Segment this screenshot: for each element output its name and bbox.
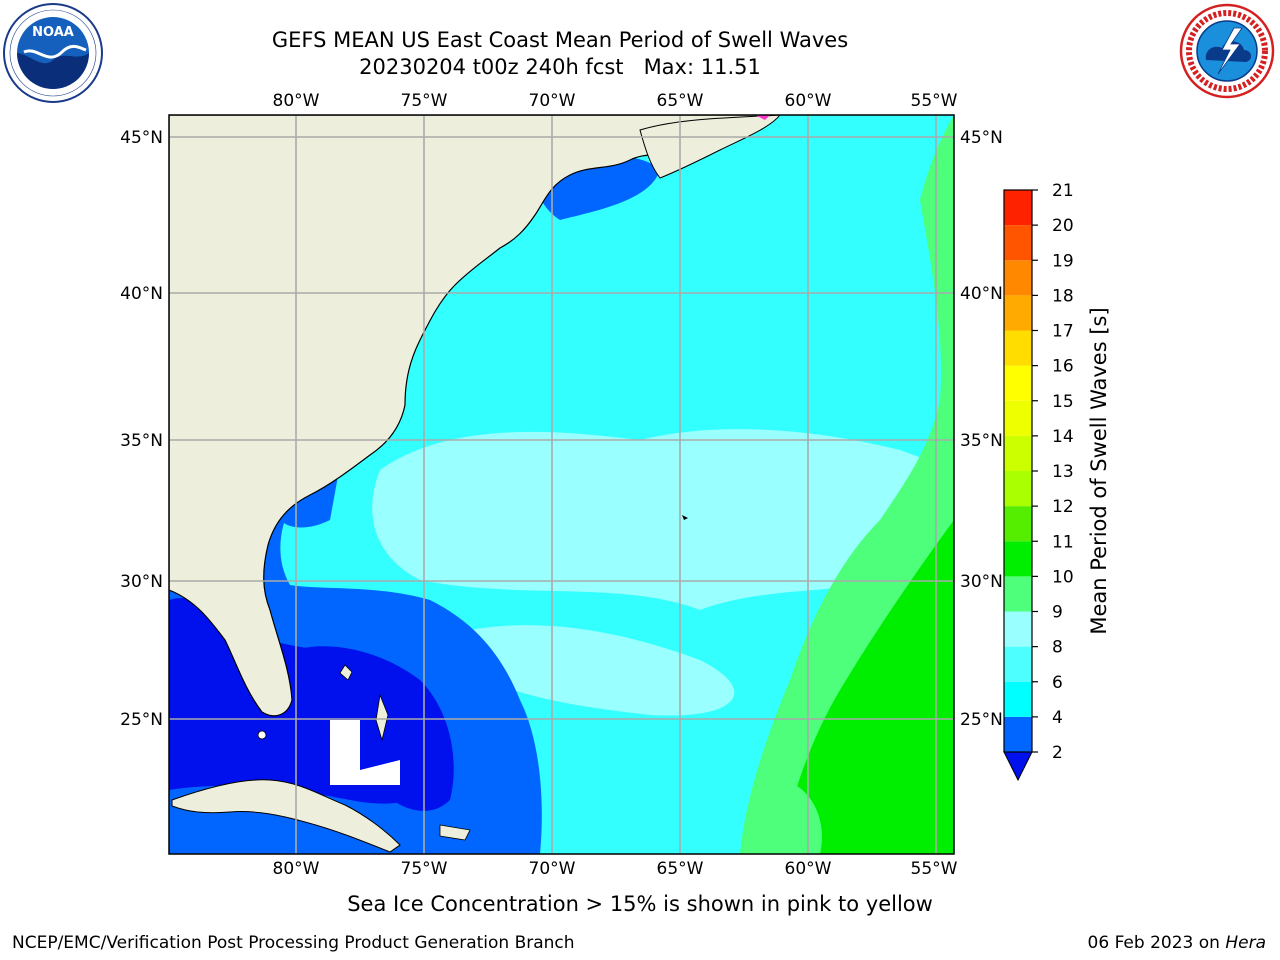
lon-label-bottom: 65°W [657,859,704,879]
hispaniola-land [439,824,471,841]
sea-ice-note: Sea Ice Concentration > 15% is shown in … [347,892,933,916]
lat-label-right: 40°N [960,284,1003,304]
lon-label-top: 60°W [785,91,832,111]
colorbar-tick-label: 18 [1052,286,1074,306]
lat-label-left: 35°N [120,431,163,451]
lon-label-bottom: 55°W [911,859,958,879]
colorbar-segment [1004,260,1032,296]
map-plot-area [169,115,954,854]
colorbar-tick-label: 4 [1052,708,1063,728]
lat-label-left: 30°N [120,572,163,592]
colorbar-tick-label: 8 [1052,638,1063,658]
graticule [169,115,954,854]
colorbar-tick-label: 6 [1052,673,1063,693]
period-10-11-region [780,520,954,854]
colorbar-under-arrow [1003,751,1033,782]
colorbar-segment [1004,225,1032,261]
colorbar-tick-label: 11 [1052,532,1074,552]
colorbar-tick-label: 21 [1052,181,1074,201]
grand-bahama [339,664,353,681]
period-9-10-patch [760,778,822,854]
colorbar: 2 4 6 8 9 10 11 12 13 14 15 16 17 18 19 20 21 [1003,181,1074,782]
chart-title: GEFS MEAN US East Coast Mean Period of S… [271,28,849,52]
lat-label-left: 25°N [120,710,163,730]
chart-subtitle: 20230204 t00z 240h fcst Max: 11.51 [359,55,761,79]
colorbar-segment [1004,611,1032,647]
colorbar-segment [1004,716,1032,752]
colorbar-segment [1004,330,1032,366]
lat-label-right: 25°N [960,710,1003,730]
lon-label-bottom: 60°W [785,859,832,879]
colorbar-tick-label: 9 [1052,603,1063,623]
colorbar-segment [1004,506,1032,542]
lat-label-right: 35°N [960,431,1003,451]
footer-credit: NCEP/EMC/Verification Post Processing Pr… [12,933,575,953]
lon-label-top: 75°W [401,91,448,111]
footer-machine: Hera [1225,933,1266,953]
colorbar-segment [1004,190,1032,226]
lon-label-top: 65°W [657,91,704,111]
colorbar-tick-label: 20 [1052,216,1074,236]
maritime-land [639,115,781,179]
lat-label-right: 30°N [960,572,1003,592]
colorbar-tick-label: 13 [1052,462,1074,482]
period-8-9-region-south [430,625,735,716]
sea-ice-patch [755,115,770,120]
footer-date-text: 06 Feb 2023 on [1087,933,1226,953]
bermuda [682,515,688,520]
colorbar-segment [1004,295,1032,331]
lon-label-bottom: 70°W [529,859,576,879]
colorbar-label: Mean Period of Swell Waves [s] [1087,307,1111,634]
lat-label-left: 45°N [120,128,163,148]
lat-label-left: 40°N [120,284,163,304]
colorbar-segment [1004,576,1032,612]
footer-date: 06 Feb 2023 on Hera [1088,932,1266,954]
north-america-land [169,115,781,717]
colorbar-tick-label: 15 [1052,392,1074,412]
colorbar-tick-label: 12 [1052,497,1074,517]
colorbar-segment [1004,400,1032,436]
lon-label-top: 55°W [911,91,958,111]
noaa-logo-icon: NOAA [3,3,103,103]
colorbar-tick-label: 17 [1052,322,1074,342]
lon-label-bottom: 80°W [273,859,320,879]
lat-label-right: 45°N [960,128,1003,148]
colorbar-tick-label: 16 [1052,357,1074,377]
lon-label-bottom: 75°W [401,859,448,879]
colorbar-segment [1004,646,1032,682]
svg-text:NOAA: NOAA [32,25,74,40]
cuba-land [171,779,401,853]
map-frame [168,114,955,855]
period-below-2-bahamas [295,646,454,811]
florida-keys [257,730,267,740]
colorbar-segment [1004,435,1032,471]
colorbar-tick-label: 2 [1052,743,1063,763]
nws-logo-icon [1179,3,1275,99]
colorbar-tick-label: 10 [1052,567,1074,587]
caribbean-region [169,800,300,854]
masked-shallow-area [330,720,400,785]
colorbar-tick-label: 14 [1052,427,1074,447]
colorbar-segment [1004,541,1032,577]
colorbar-segment [1004,681,1032,717]
colorbar-tick-label: 19 [1052,251,1074,271]
andros-island [375,693,389,742]
lon-label-top: 80°W [273,91,320,111]
colorbar-segment [1004,471,1032,507]
colorbar-segment [1004,365,1032,401]
lon-label-top: 70°W [529,91,576,111]
